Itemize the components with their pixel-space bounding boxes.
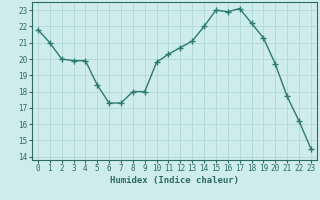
X-axis label: Humidex (Indice chaleur): Humidex (Indice chaleur) bbox=[110, 176, 239, 185]
